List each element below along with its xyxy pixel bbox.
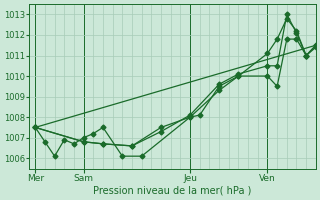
X-axis label: Pression niveau de la mer( hPa ): Pression niveau de la mer( hPa ) [93, 186, 252, 196]
